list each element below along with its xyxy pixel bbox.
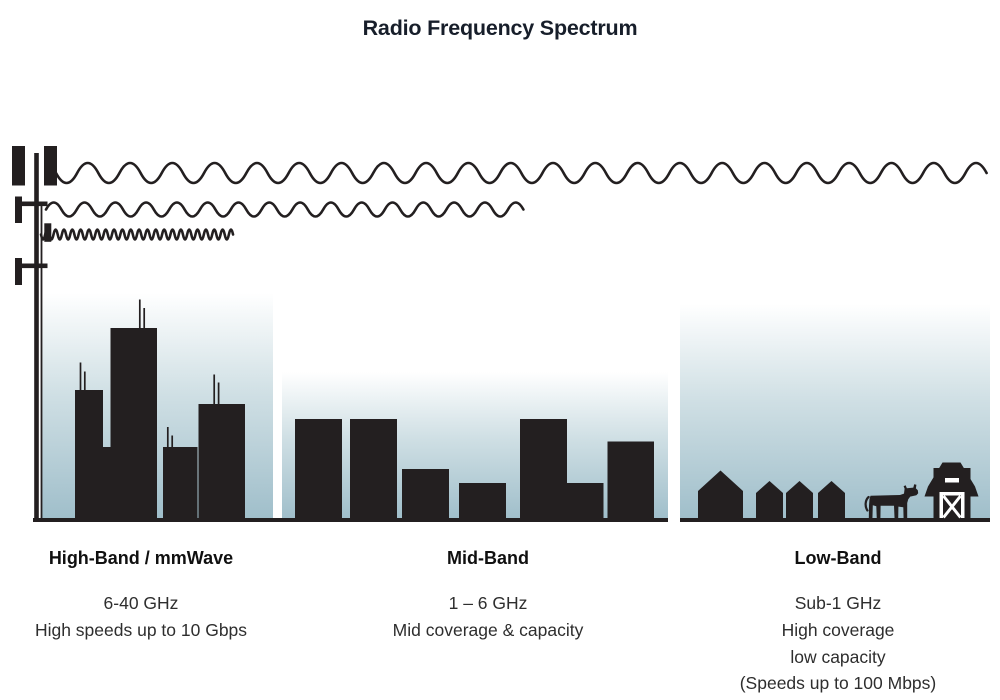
band-detail: low capacity — [790, 646, 886, 667]
rooftop-antennas — [79, 299, 220, 447]
band-name: High-Band / mmWave — [48, 548, 234, 568]
band-detail: Mid coverage & capacity — [392, 619, 584, 640]
barn-loft-window — [945, 478, 959, 483]
mid-band-city-skyline — [295, 419, 654, 520]
barn-door-crossbuck — [942, 495, 962, 519]
barn-icon — [924, 462, 979, 520]
radio-waves — [39, 161, 988, 241]
low-band-countryside — [698, 462, 979, 520]
band-description: 6-40 GHz High speeds up to 10 Gbps — [15, 590, 267, 644]
mid-band-label-block: Mid-Band 1 – 6 GHz Mid coverage & capaci… — [363, 548, 613, 644]
midrise-silhouette — [295, 419, 654, 520]
tower-crossarm — [16, 263, 48, 269]
cow-icon — [864, 484, 919, 520]
band-name: Low-Band — [794, 548, 882, 568]
band-detail: High speeds up to 10 Gbps — [34, 619, 248, 640]
low-band-long-wave — [54, 161, 988, 185]
tower-small-antenna — [44, 223, 52, 242]
low-band-label-block: Low-Band Sub-1 GHz High coverage low cap… — [710, 548, 966, 697]
band-detail: (Speeds up to 100 Mbps) — [739, 673, 937, 694]
tower-crossarm — [16, 201, 48, 207]
page-title: Radio Frequency Spectrum — [362, 16, 638, 41]
tower-panel-antenna — [44, 146, 57, 186]
band-frequency: 6-40 GHz — [103, 593, 179, 613]
cell-tower — [12, 146, 57, 520]
skyscraper-silhouette — [75, 328, 245, 520]
tower-mast-thin — [40, 206, 43, 520]
tower-side-antenna — [15, 196, 22, 223]
band-name: Mid-Band — [447, 548, 529, 568]
band-frequency: 1 – 6 GHz — [448, 593, 528, 613]
band-description: Sub-1 GHz High coverage low capacity (Sp… — [710, 590, 966, 697]
cow-tail — [864, 495, 870, 512]
tower-side-antenna — [15, 258, 22, 285]
houses-silhouette — [698, 470, 845, 520]
high-band-city-skyline — [75, 299, 245, 520]
tower-mast — [34, 153, 39, 520]
spectrum-illustration — [12, 146, 990, 522]
mid-band-medium-wave — [44, 201, 525, 218]
tower-panel-antenna — [12, 146, 25, 186]
band-detail: High coverage — [781, 619, 895, 640]
high-band-short-wave — [39, 228, 235, 241]
high-band-label-block: High-Band / mmWave 6-40 GHz High speeds … — [15, 548, 267, 644]
band-description: 1 – 6 GHz Mid coverage & capacity — [363, 590, 613, 644]
band-frequency: Sub-1 GHz — [794, 593, 882, 613]
